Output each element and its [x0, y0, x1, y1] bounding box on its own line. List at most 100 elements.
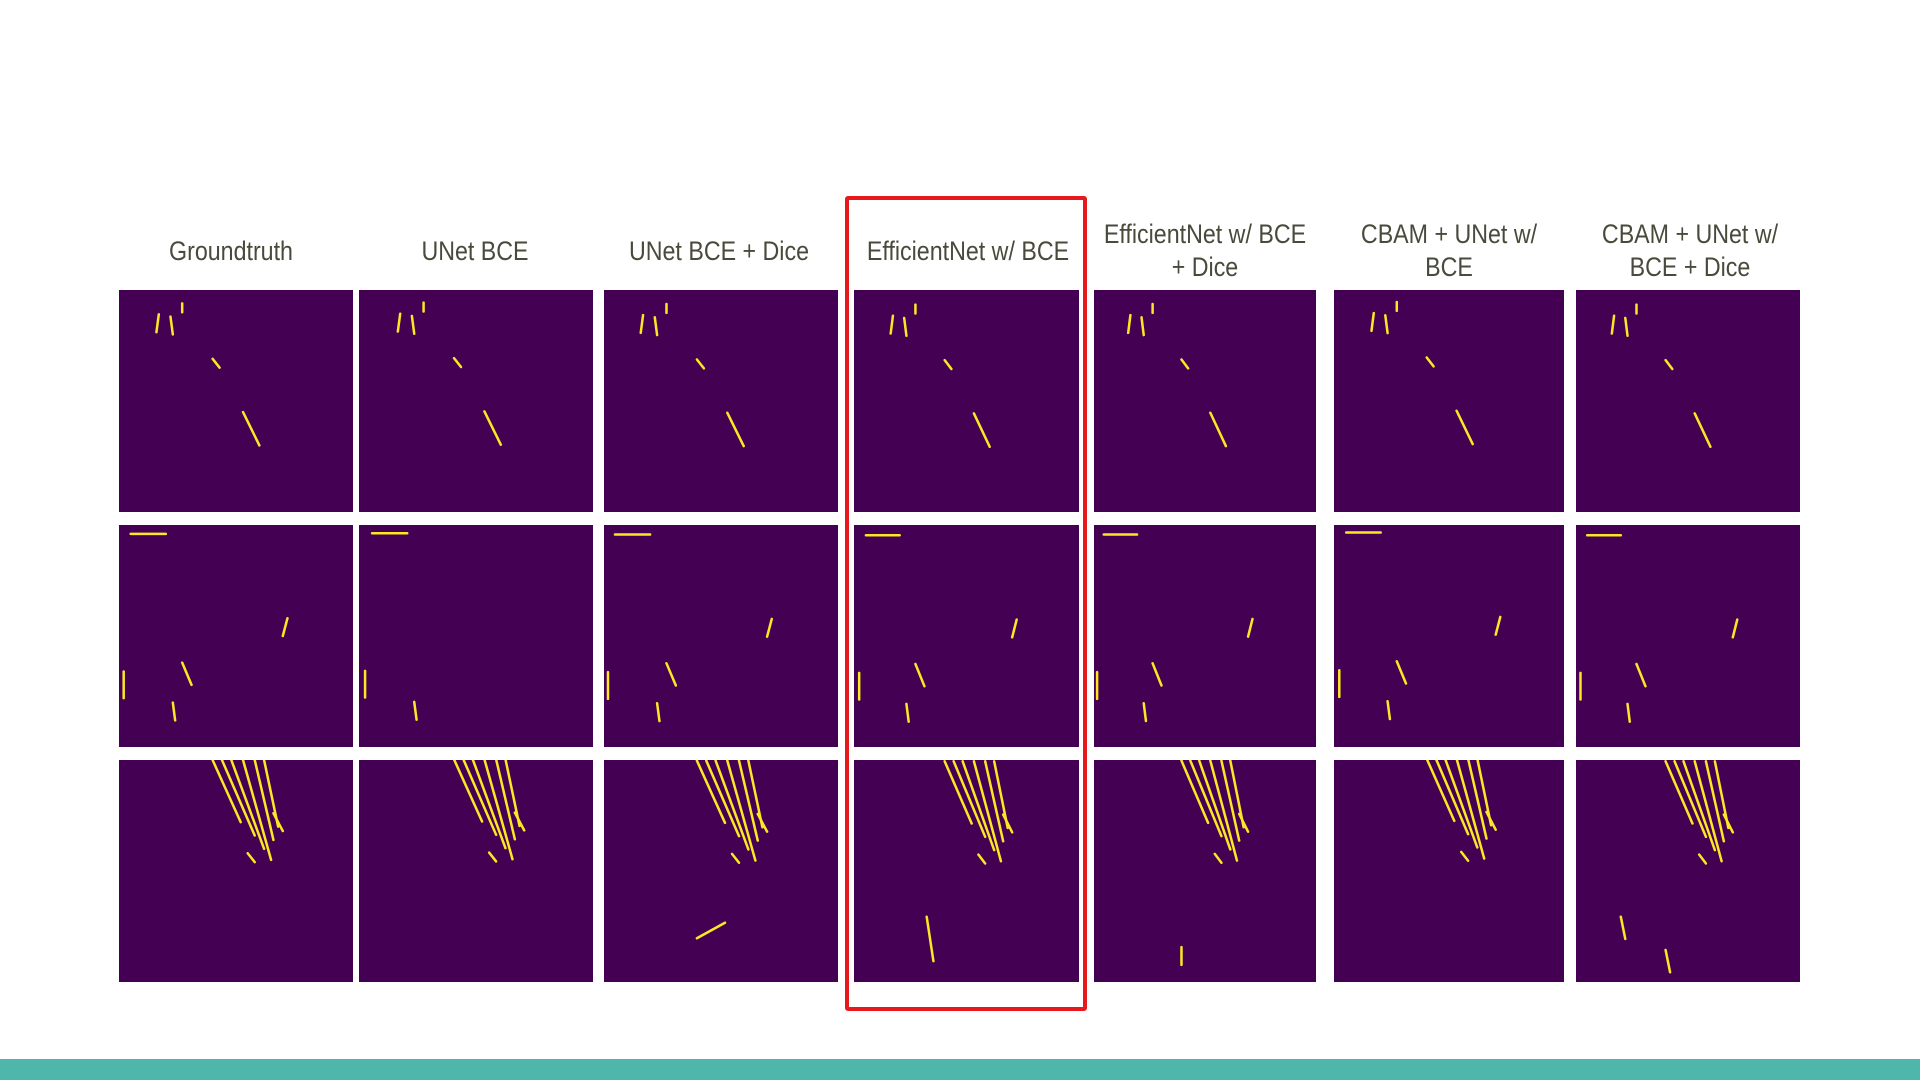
crack-segment — [906, 704, 908, 722]
crack-segment — [1468, 760, 1486, 839]
mask-background — [1576, 760, 1800, 982]
mask-panel-efficientnet-bce-dice-row-2 — [1094, 525, 1316, 747]
crack-segment — [1628, 704, 1630, 722]
crack-segment — [1625, 318, 1627, 336]
crack-segment — [1724, 815, 1733, 833]
mask-panel-efficientnet-bce-dice-row-3 — [1094, 760, 1316, 982]
crack-segment — [1144, 703, 1146, 721]
crack-segment — [963, 761, 995, 850]
footer-bar — [0, 1059, 1920, 1080]
crack-segment — [1427, 357, 1434, 366]
crack-segment — [1666, 761, 1693, 823]
crack-segment — [398, 314, 400, 332]
crack-segment — [412, 316, 414, 334]
column-label-cbam-unet-bce-dice: CBAM + UNet w/ BCE + Dice — [1601, 219, 1779, 282]
mask-panel-cbam-unet-bce-row-3 — [1334, 760, 1564, 982]
mask-panel-cbam-unet-bce-dice-row-2 — [1576, 525, 1800, 747]
mask-panel-groundtruth-row-1 — [119, 290, 353, 512]
crack-segment — [727, 761, 755, 861]
crack-segment — [1003, 815, 1012, 833]
mask-panel-groundtruth-row-3 — [119, 760, 353, 982]
mask-panel-efficientnet-bce-dice-row-1 — [1094, 290, 1316, 512]
crack-segment — [697, 923, 725, 939]
crack-segment — [732, 854, 739, 863]
mask-background — [604, 525, 838, 747]
mask-background — [1576, 525, 1800, 747]
crack-segment — [1733, 620, 1737, 638]
mask-background — [854, 525, 1079, 747]
crack-segment — [1248, 619, 1252, 637]
crack-segment — [463, 760, 496, 835]
column-label-groundtruth: Groundtruth — [169, 235, 293, 266]
crack-segment — [927, 917, 934, 961]
crack-segment — [767, 619, 772, 637]
mask-background — [604, 290, 838, 512]
crack-segment — [985, 761, 1003, 841]
crack-segment — [273, 813, 282, 831]
mask-background — [1334, 290, 1564, 512]
crack-segment — [974, 761, 1001, 861]
column-label-cbam-unet-bce: CBAM + UNet w/ BCE — [1360, 219, 1538, 282]
column-label-unet-bce: UNet BCE — [421, 235, 529, 266]
crack-segment — [1445, 760, 1477, 847]
crack-segment — [1181, 359, 1188, 368]
crack-segment — [243, 760, 271, 860]
crack-segment — [243, 412, 259, 445]
mask-background — [1334, 525, 1564, 747]
crack-segment — [655, 317, 657, 335]
crack-segment — [1675, 761, 1706, 836]
mask-panel-efficientnet-bce-row-1 — [854, 290, 1079, 512]
crack-segment — [945, 360, 952, 369]
crack-segment — [758, 814, 767, 832]
mask-panel-cbam-unet-bce-dice-row-1 — [1576, 290, 1800, 512]
crack-segment — [945, 761, 972, 823]
crack-segment — [283, 618, 288, 636]
crack-segment — [1221, 761, 1239, 841]
mask-panel-cbam-unet-bce-row-1 — [1334, 290, 1564, 512]
crack-segment — [739, 761, 758, 841]
crack-segment — [248, 853, 255, 862]
mask-background — [119, 525, 353, 747]
crack-segment — [1215, 854, 1222, 863]
crack-segment — [1612, 316, 1614, 334]
mask-background — [119, 290, 353, 512]
crack-segment — [1666, 950, 1670, 972]
crack-segment — [1210, 413, 1226, 446]
crack-segment — [915, 664, 924, 686]
crack-segment — [515, 813, 524, 831]
crack-segment — [1621, 917, 1625, 939]
crack-segment — [1210, 761, 1237, 861]
crack-segment — [716, 761, 749, 850]
crack-segment — [1496, 617, 1501, 635]
crack-segment — [1427, 760, 1455, 821]
crack-segment — [231, 760, 264, 849]
crack-segment — [657, 703, 659, 721]
mask-panel-groundtruth-row-2 — [119, 525, 353, 747]
mask-background — [1334, 760, 1564, 982]
column-label-efficientnet-bce: EfficientNet w/ BCE — [866, 235, 1070, 266]
crack-segment — [1012, 620, 1017, 638]
mask-panel-unet-bce-row-1 — [359, 290, 593, 512]
mask-background — [359, 525, 593, 747]
crack-segment — [1190, 761, 1221, 836]
crack-segment — [891, 316, 893, 334]
crack-segment — [1706, 761, 1724, 841]
mask-background — [1094, 525, 1316, 747]
highlight-box — [845, 196, 1087, 1011]
crack-segment — [1181, 761, 1208, 823]
mask-background — [359, 760, 593, 982]
mask-panel-efficientnet-bce-row-2 — [854, 525, 1079, 747]
crack-segment — [1199, 761, 1230, 850]
crack-segment — [641, 315, 643, 333]
crack-segment — [1385, 315, 1387, 333]
crack-segment — [1461, 852, 1468, 861]
mask-panel-efficientnet-bce-row-3 — [854, 760, 1079, 982]
crack-segment — [1457, 411, 1473, 444]
crack-segment — [182, 663, 191, 685]
mask-panel-unet-bce-row-3 — [359, 760, 593, 982]
crack-segment — [484, 760, 512, 859]
crack-segment — [213, 760, 241, 822]
mask-background — [119, 760, 353, 982]
crack-segment — [1371, 313, 1373, 331]
crack-segment — [1695, 761, 1722, 861]
